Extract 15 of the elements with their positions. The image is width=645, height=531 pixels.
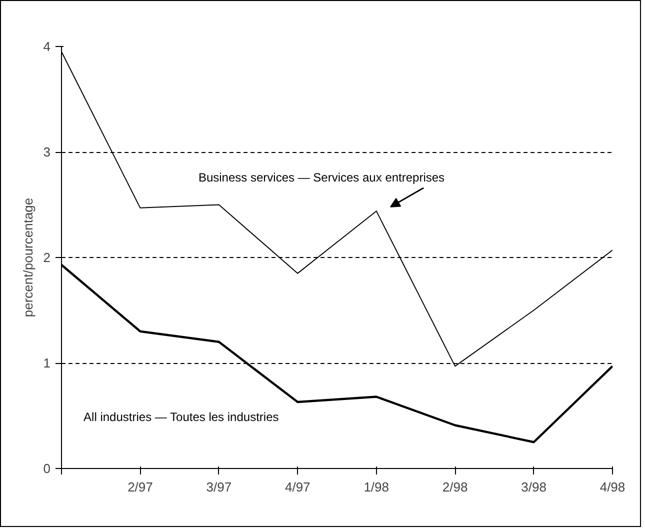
y-tick-label: 4 [43, 39, 51, 54]
x-tick-label: 3/97 [206, 480, 232, 494]
y-tick-label: 2 [43, 250, 51, 265]
x-tick-label: 2/98 [442, 480, 468, 494]
series-label: All industries — Toutes les industries [84, 410, 279, 424]
x-tick-label: 4/98 [600, 480, 626, 494]
x-tick-label: 3/98 [521, 480, 546, 494]
x-tick-label: 4/97 [284, 480, 310, 494]
series-label: Business services — Services aux entreprises [198, 170, 445, 184]
y-tick-label: 1 [43, 356, 51, 370]
y-axis-title: percent/pourcentage [20, 198, 36, 318]
y-tick-label: 3 [43, 144, 51, 160]
x-tick-label: 1/98 [364, 480, 390, 494]
y-tick-label: 0 [43, 461, 51, 476]
x-tick-label: 2/97 [128, 480, 153, 494]
